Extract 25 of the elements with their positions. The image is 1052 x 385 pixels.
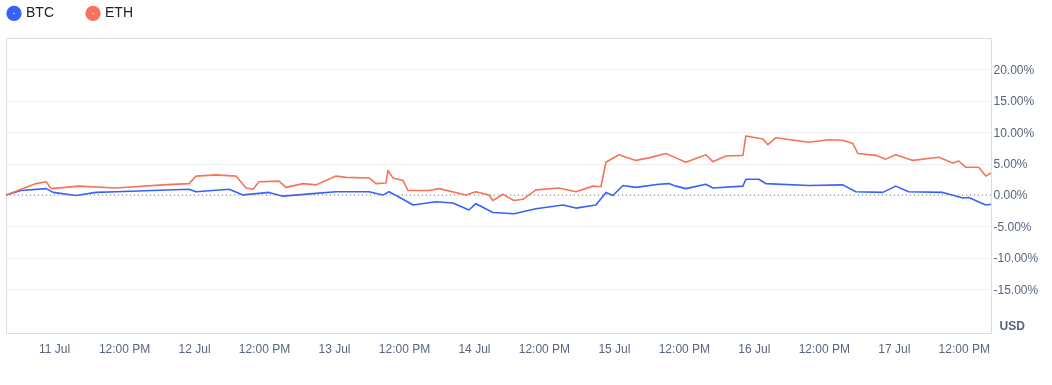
y-tick-label: -10.00% xyxy=(993,251,1039,266)
x-tick-label: 12:00 PM xyxy=(658,341,711,356)
x-tick-label: 14 Jul xyxy=(458,341,491,356)
y-tick-label: -5.00% xyxy=(993,219,1032,234)
x-tick-label: 11 Jul xyxy=(39,341,71,356)
x-tick-label: 17 Jul xyxy=(878,341,911,356)
x-tick-label: 12 Jul xyxy=(178,341,211,356)
y-tick-label: 20.00% xyxy=(993,62,1035,77)
x-tick-label: 12:00 PM xyxy=(98,341,151,356)
x-tick-label: 12:00 PM xyxy=(238,341,291,356)
y-tick-label: 15.00% xyxy=(993,94,1035,109)
x-tick-label: 13 Jul xyxy=(318,341,351,356)
x-tick-label: 12:00 PM xyxy=(798,341,851,356)
y-axis-title: USD xyxy=(999,318,1026,333)
y-tick-label: -15.00% xyxy=(993,282,1039,297)
y-tick-label: 10.00% xyxy=(993,125,1035,140)
x-tick-label: 12:00 PM xyxy=(378,341,431,356)
legend-label: ETH xyxy=(105,4,133,21)
x-tick-label: 12:00 PM xyxy=(518,341,571,356)
x-tick-label: 15 Jul xyxy=(598,341,631,356)
y-tick-label: 5.00% xyxy=(993,157,1028,172)
x-tick-label: 12:00 PM xyxy=(938,341,990,356)
legend-label: BTC xyxy=(26,4,54,21)
y-tick-label: 0.00% xyxy=(993,188,1028,203)
x-tick-label: 16 Jul xyxy=(738,341,771,356)
